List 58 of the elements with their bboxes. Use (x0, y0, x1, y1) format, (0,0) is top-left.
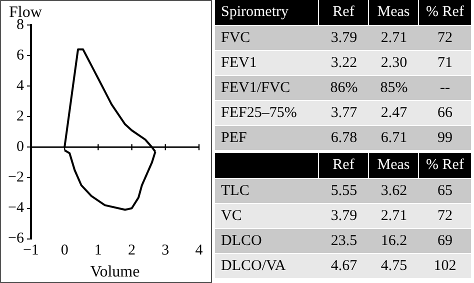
y-tick-label: 4 (16, 78, 24, 94)
text: 2.47 (380, 105, 408, 121)
text: 23.5 (330, 233, 358, 249)
category-label: Ref (319, 153, 369, 178)
text: 86% (330, 80, 358, 96)
y-tick-label: 2 (16, 108, 24, 125)
y-tick-label: 8 (16, 16, 24, 33)
category-label: FVC (221, 30, 250, 46)
text: -- (440, 80, 450, 96)
text: 3.77 (330, 105, 358, 121)
text: 66 (438, 105, 452, 121)
text: 72 (438, 30, 452, 46)
text: 71 (438, 55, 452, 71)
text: 5.55 (330, 183, 358, 199)
text: 6.78 (330, 130, 358, 146)
y-tick-label: 0 (16, 139, 24, 156)
y-tick-label: 6 (16, 47, 24, 64)
text: Spirometry (215, 0, 319, 25)
category-label: FEV1 (221, 55, 257, 71)
x-tick-label: 1 (94, 242, 102, 259)
category-label: % Ref (419, 153, 471, 178)
y-tick-label: −4 (8, 200, 24, 216)
text: 3.79 (330, 30, 358, 46)
text: 2.71 (380, 30, 408, 46)
y-tick-label: −6 (8, 230, 24, 247)
text: 65 (438, 183, 452, 199)
category-label: VC (221, 208, 242, 224)
category-label: Meas (369, 0, 419, 25)
category-label: PEF (221, 130, 247, 146)
text: 2.71 (380, 208, 408, 224)
category-label: Ref (319, 0, 369, 25)
category-label: DLCO/VA (221, 258, 286, 274)
text: 4.75 (380, 258, 408, 274)
text: 4.67 (330, 258, 358, 274)
text: 72 (438, 208, 452, 224)
category-label: DLCO (221, 233, 262, 249)
text: 69 (438, 233, 452, 249)
category-label: FEF25–75% (221, 105, 297, 121)
x-tick-label: 4 (195, 242, 204, 259)
x-tick-label: −1 (22, 242, 39, 259)
text: 99 (438, 130, 452, 146)
x-tick-label: 3 (162, 242, 170, 259)
y-tick-label: −2 (8, 170, 24, 186)
text: 3.62 (380, 183, 408, 199)
text: 3.79 (330, 208, 358, 224)
text: 6.71 (380, 130, 408, 146)
text: 16.2 (380, 233, 408, 249)
category-label: FEV1/FVC (221, 80, 290, 96)
x-tick-label: 0 (60, 242, 68, 259)
x-axis-title: Volume (90, 264, 140, 281)
category-label: Meas (369, 153, 419, 178)
text: 102 (434, 258, 456, 274)
text: 3.22 (330, 55, 358, 71)
text: 2.30 (380, 55, 408, 71)
category-label: TLC (221, 183, 250, 199)
text: 85% (380, 80, 408, 96)
category-label: % Ref (419, 0, 471, 25)
x-tick-label: 2 (128, 242, 136, 259)
